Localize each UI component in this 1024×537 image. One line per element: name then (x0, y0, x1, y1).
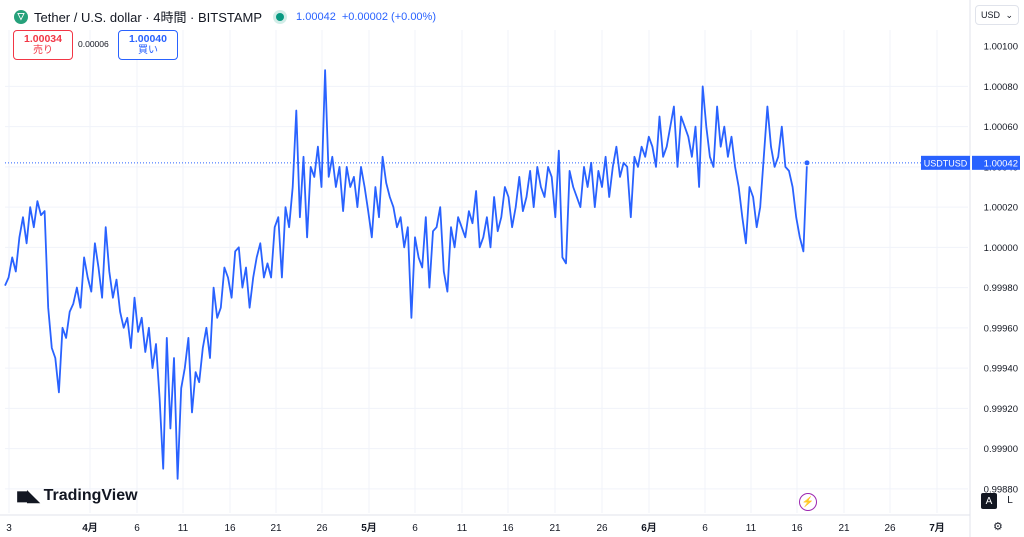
y-tick-label: 0.99960 (984, 323, 1018, 334)
log-scale-button[interactable]: L (1007, 495, 1013, 506)
market-open-indicator (276, 12, 285, 21)
x-tick-label: 11 (178, 523, 189, 534)
sell-button[interactable]: 1.00034 売り (13, 30, 73, 60)
y-tick-label: 1.00000 (984, 243, 1018, 254)
auto-scale-button[interactable]: A (981, 493, 997, 509)
symbol-label: USDTUSD (924, 158, 968, 168)
buy-button[interactable]: 1.00040 買い (118, 30, 178, 60)
chevron-down-icon: ⌄ (1005, 9, 1013, 20)
x-tick-label: 21 (270, 523, 282, 534)
x-tick-label: 21 (549, 523, 561, 534)
last-value-label: 1.00042 (984, 158, 1018, 169)
buy-price: 1.00040 (129, 33, 167, 45)
x-tick-label: 7月 (929, 522, 945, 534)
spread-value: 0.00006 (78, 39, 109, 49)
x-tick-label: 3 (6, 523, 12, 534)
price-change: +0.00002 (+0.00%) (341, 10, 436, 23)
x-tick-label: 26 (316, 523, 328, 534)
x-tick-label: 6 (412, 523, 418, 534)
x-tick-label: 6 (702, 523, 708, 534)
sell-label: 売り (33, 45, 53, 56)
y-tick-label: 1.00060 (984, 122, 1018, 133)
x-tick-label: 11 (746, 523, 757, 534)
y-tick-label: 0.99900 (984, 444, 1018, 455)
y-tick-label: 1.00080 (984, 82, 1018, 93)
brand-name: TradingView (43, 487, 138, 504)
x-tick-label: 16 (791, 523, 803, 534)
y-tick-label: 1.00100 (984, 42, 1018, 53)
last-value-label-bg (972, 155, 1020, 170)
chart-grid (5, 30, 968, 513)
price-line (4, 69, 808, 480)
x-tick-label: 5月 (361, 522, 377, 534)
x-tick-label: 6月 (641, 522, 657, 534)
chart-header: ▽ Tether / U.S. dollar · 4時間 · BITSTAMP … (14, 7, 436, 26)
x-tick-label: 26 (884, 523, 896, 534)
y-tick-label: 0.99980 (984, 283, 1018, 294)
y-tick-label: 1.00020 (984, 203, 1018, 214)
tradingview-logo-icon: ◼◣ (16, 488, 40, 505)
tradingview-logo[interactable]: ◼◣ TradingView (16, 486, 138, 506)
tether-logo-icon: ▽ (14, 9, 28, 24)
x-tick-label: 21 (838, 523, 850, 534)
x-tick-label: 6 (134, 523, 140, 534)
x-tick-label: 11 (457, 523, 468, 534)
currency-value: USD (981, 10, 1001, 20)
x-tick-label: 16 (224, 523, 236, 534)
sell-price: 1.00034 (24, 33, 62, 45)
symbol-title[interactable]: Tether / U.S. dollar · 4時間 · BITSTAMP (34, 10, 263, 25)
y-tick-label: 0.99920 (984, 404, 1018, 415)
last-point-marker (803, 159, 811, 167)
x-tick-label: 26 (596, 523, 608, 534)
last-price: 1.00042 (296, 10, 336, 23)
buy-label: 買い (138, 45, 158, 56)
price-series (4, 69, 970, 480)
x-tick-label: 16 (502, 523, 514, 534)
gear-icon[interactable]: ⚙ (993, 521, 1003, 533)
y-tick-label: 0.99940 (984, 364, 1018, 375)
y-tick-label: 0.99880 (984, 484, 1018, 495)
lightning-icon[interactable]: ⚡ (799, 493, 817, 511)
x-tick-label: 4月 (82, 522, 98, 534)
currency-selector[interactable]: USD ⌄ (975, 5, 1019, 25)
symbol-label-bg (921, 155, 970, 170)
